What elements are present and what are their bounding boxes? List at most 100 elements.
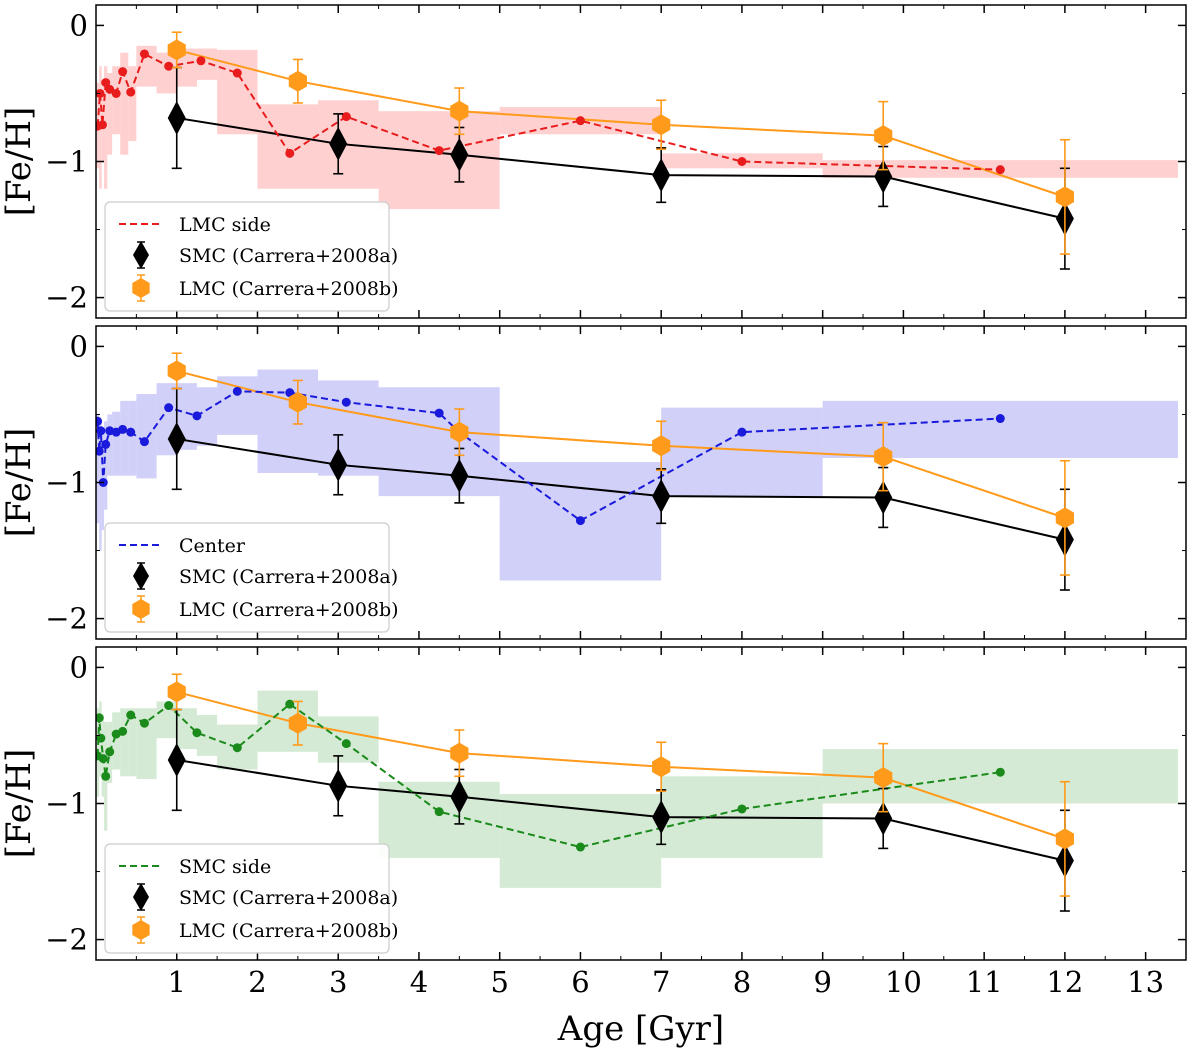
series-point	[126, 427, 136, 437]
marker-lmc	[288, 712, 307, 734]
series-point	[126, 87, 136, 97]
marker-lmc	[450, 100, 469, 122]
reference-line-smc	[176, 437, 1066, 541]
x-axis-label: Age [Gyr]	[557, 1009, 724, 1049]
uncertainty-band	[128, 708, 137, 777]
plot-area	[96, 352, 1178, 591]
uncertainty-band	[196, 715, 218, 756]
marker-smc	[450, 458, 469, 493]
x-tick-label: 5	[490, 965, 508, 999]
x-tick-label: 3	[329, 965, 347, 999]
x-tick-label: 12	[1046, 965, 1083, 999]
x-tick-label: 11	[966, 965, 1003, 999]
series-point	[118, 67, 128, 77]
legend-swatch-smc	[133, 883, 149, 911]
series-point	[164, 403, 174, 413]
reference-line-smc	[176, 758, 1066, 862]
uncertainty-band	[136, 394, 157, 479]
series-point	[232, 68, 242, 78]
marker-smc	[652, 479, 671, 514]
series-point	[434, 408, 444, 418]
series-point	[164, 701, 174, 711]
marker-lmc	[874, 767, 893, 789]
marker-lmc	[1055, 828, 1074, 850]
y-axis-label: [Fe/H]	[0, 107, 39, 217]
series-point	[737, 804, 747, 814]
series-line	[96, 390, 1001, 522]
series-point	[164, 61, 174, 71]
series-line	[96, 52, 1001, 171]
series-point	[995, 414, 1005, 424]
x-tick-label: 13	[1127, 965, 1164, 999]
legend: LMC side SMC (Carrera+2008a) LMC (Carrera+…	[104, 201, 399, 312]
marker-smc	[874, 480, 893, 515]
series-point	[341, 397, 351, 407]
x-tick-label: 4	[410, 965, 428, 999]
series-point	[126, 710, 136, 720]
x-tick-label: 2	[248, 965, 266, 999]
series-point	[101, 771, 111, 781]
uncertainty-band	[120, 708, 129, 777]
legend-label-lmc: LMC (Carrera+2008b)	[179, 599, 399, 621]
series-point	[139, 49, 149, 59]
uncertainty-band	[104, 421, 108, 510]
legend-swatch-lmc	[132, 599, 150, 619]
series-point	[139, 718, 149, 728]
series-point	[341, 739, 351, 749]
panel-center: 0 −1 −2 [Fe/H] Center SMC (Carrera+2008a) LMC …	[0, 325, 1187, 640]
series-point	[111, 88, 121, 98]
uncertainty-band	[378, 111, 500, 210]
marker-smc	[874, 159, 893, 194]
series-point	[575, 116, 585, 126]
marker-lmc	[167, 360, 186, 382]
marker-lmc	[1055, 186, 1074, 208]
x-tick-label: 7	[652, 965, 670, 999]
uncertainty-band	[378, 387, 500, 497]
reference-line-lmc	[176, 690, 1066, 840]
y-tick-label: −1	[45, 145, 88, 179]
series-point	[575, 842, 585, 852]
uncertainty-band	[120, 52, 129, 155]
y-tick-label: −1	[45, 787, 88, 821]
marker-smc	[874, 801, 893, 836]
marker-lmc	[652, 435, 671, 457]
legend-box	[104, 522, 390, 633]
uncertainty-band	[96, 414, 100, 524]
legend-label-lmc: LMC (Carrera+2008b)	[179, 278, 399, 300]
series-point	[96, 416, 103, 426]
marker-lmc	[167, 681, 186, 703]
marker-smc	[167, 421, 186, 456]
series-point	[192, 728, 202, 738]
series-point	[101, 439, 111, 449]
reference-line-lmc	[176, 48, 1066, 198]
series-point	[105, 747, 115, 757]
series-point	[118, 424, 128, 434]
marker-smc	[652, 158, 671, 193]
y-tick-label: 0	[70, 650, 88, 684]
series-point	[434, 146, 444, 156]
x-tick-label: 9	[813, 965, 831, 999]
y-tick-label: −2	[45, 602, 88, 636]
marker-lmc	[874, 446, 893, 468]
uncertainty-band	[176, 708, 197, 750]
x-tick-label: 8	[733, 965, 751, 999]
uncertainty-band	[257, 104, 319, 189]
marker-lmc	[167, 39, 186, 61]
plot-area	[96, 31, 1178, 270]
series-point	[232, 386, 242, 396]
legend-box	[104, 201, 390, 312]
uncertainty-band	[112, 411, 121, 476]
legend: Center SMC (Carrera+2008a) LMC (Carrera+20…	[104, 522, 399, 633]
reference-line-smc	[176, 116, 1066, 220]
uncertainty-band	[112, 712, 121, 770]
uncertainty-band	[112, 66, 121, 135]
series-point	[232, 743, 242, 753]
legend-label-series: SMC side	[179, 856, 271, 878]
y-tick-label: −2	[45, 281, 88, 315]
series-point	[285, 699, 295, 709]
legend-label-series: Center	[179, 535, 246, 557]
uncertainty-band	[318, 380, 379, 476]
series-point	[96, 426, 106, 436]
marker-smc	[167, 100, 186, 135]
